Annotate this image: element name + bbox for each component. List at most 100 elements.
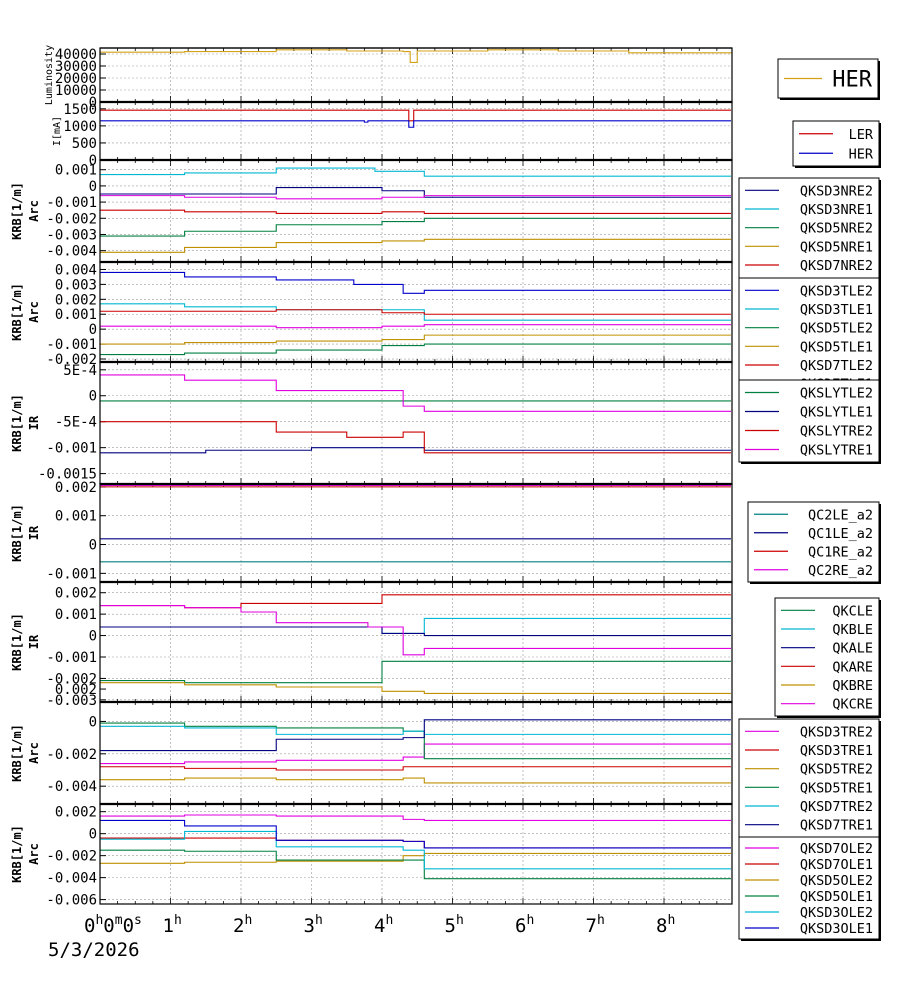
y-tick-label: -0.002 <box>46 747 97 763</box>
y-tick-label: -0.004 <box>46 871 97 887</box>
legend-entry: HER <box>849 146 874 162</box>
y-tick-label: -0.004 <box>46 779 97 795</box>
series-line-qkslytle1 <box>100 447 731 454</box>
y-tick-label: -0.003 <box>46 227 97 243</box>
series-line-qksd7tre1 <box>100 719 731 752</box>
y-tick-label: -0.002 <box>46 352 97 368</box>
panel-7: 0.002 0.001 0 -0.001 -0.002 -0.003 KRB[1/m] IR <box>10 580 733 709</box>
legend-8: QKSD3TRE2 QKSD3TRE1 QKSD5TRE2 QKSD5TRE1 QKSD… <box>738 718 881 839</box>
legend-entry: QKARE <box>832 659 873 675</box>
series-group <box>100 49 732 63</box>
legend-entry: QKSD7OLE1 <box>800 857 873 873</box>
legend-entry: QKSD3TLE1 <box>800 302 873 318</box>
series-line-qkcle <box>100 660 731 684</box>
legend-entry: QC1LE_a2 <box>808 526 873 542</box>
x-tick-label: 1h <box>163 913 182 937</box>
series-group <box>100 594 731 694</box>
y-axis-label: KRB[1/m] <box>10 504 24 562</box>
series-line-qksd5nre2 <box>100 217 731 237</box>
series-line-qksd3ole2 <box>100 830 731 870</box>
y-tick-label: 0.003 <box>55 277 97 293</box>
legend-box <box>792 120 880 167</box>
y-tick-label: 0.001 <box>55 607 97 623</box>
legend-entry: QKSD3TLE2 <box>800 283 873 299</box>
legend-box <box>774 597 880 717</box>
series-line-qksd7ole1 <box>100 837 731 849</box>
legend-2: LER HER <box>792 120 881 168</box>
y-tick-label: 30000 <box>55 59 97 75</box>
y-tick-label: 20000 <box>55 71 97 87</box>
y-tick-label: 10000 <box>55 83 97 99</box>
y-tick-label: 0.002 <box>55 586 97 602</box>
series-line-qksd7tle1 <box>100 324 731 329</box>
series-line-qksd7nre2 <box>100 209 731 214</box>
legend-entry: LER <box>849 127 874 143</box>
svg-text:4h: 4h <box>374 913 393 937</box>
svg-text:0h0m0s: 0h0m0s <box>84 913 142 937</box>
y-tick-label: -0.002 <box>46 671 97 687</box>
y-tick-label: 1500 <box>63 102 97 118</box>
legend-entry: QKSLYTLE1 <box>800 405 873 421</box>
panel-6: 0.002 0.001 0 -0.001 KRB[1/m] IR <box>10 480 733 583</box>
legend-entry: QKSD3OLE1 <box>800 921 873 937</box>
y-axis-sublabel: IR <box>27 634 41 649</box>
y-tick-label: -0.001 <box>46 650 97 666</box>
x-tick-label: 3h <box>304 913 323 937</box>
legend-1: HER <box>777 58 880 100</box>
series-line-qksd3tre1 <box>100 766 731 771</box>
svg-text:5h: 5h <box>445 913 464 937</box>
series-line-qkslytre2 <box>100 421 731 454</box>
legend-entry: QKSD5NRE2 <box>800 221 873 237</box>
series-line-qkslytre1 <box>100 374 731 412</box>
y-tick-label: -0.001 <box>46 195 97 211</box>
y-tick-label: -0.002 <box>46 211 97 227</box>
series-line-qksd3tle2 <box>100 271 731 294</box>
series-group <box>100 484 731 563</box>
legend-entry: QKSLYTRE1 <box>800 443 873 459</box>
y-tick-label: 0 <box>89 153 97 169</box>
y-tick-label: 0.002 <box>55 292 97 308</box>
series-line-qksd5tle2 <box>100 343 731 356</box>
series-group <box>100 719 731 784</box>
legend-entry: QC2RE_a2 <box>808 563 873 579</box>
series-line-her <box>100 120 731 128</box>
legend-entry: QKSD7TRE2 <box>800 799 873 815</box>
y-tick-label: 0 <box>89 389 97 405</box>
y-tick-label: 0 <box>89 629 97 645</box>
svg-text:7h: 7h <box>586 913 605 937</box>
legend-7: QKCLE QKBLE QKALE QKARE QKBRE QKCRE <box>774 597 881 718</box>
legend-entry: QKSD5OLE1 <box>800 889 873 905</box>
y-axis-sublabel: Arc <box>27 843 41 865</box>
legend-entry: QKSD5NRE1 <box>800 239 873 255</box>
series-group <box>100 109 731 128</box>
legend-entry: QKSD3NRE1 <box>800 202 873 218</box>
legend-entry: QKSD7OLE2 <box>800 841 873 857</box>
date-label: 5/3/2026 <box>48 939 140 961</box>
y-tick-label: 0.001 <box>55 509 97 525</box>
y-tick-label: 0.002 <box>55 682 97 698</box>
series-line-qkcre <box>100 605 731 656</box>
svg-text:8h: 8h <box>656 913 675 937</box>
legend-entry: QKBRE <box>832 678 873 694</box>
y-axis-sublabel: IR <box>27 525 41 540</box>
y-tick-label: 0.001 <box>55 163 97 179</box>
legend-entry: QC2LE_a2 <box>808 507 873 523</box>
y-tick-label: -0.002 <box>46 849 97 865</box>
legend-entry: QKSD3OLE2 <box>800 905 873 921</box>
series-line-qkare <box>100 594 731 609</box>
legend-box <box>738 177 880 297</box>
panel-5: 5E-4 0 -5E-4 -0.001 -0.0015 KRB[1/m] IR <box>10 360 733 485</box>
series-line-her <box>100 49 732 63</box>
y-tick-label: -0.001 <box>46 337 97 353</box>
series-group <box>100 374 731 454</box>
legend-entry: QKSD3TRE1 <box>800 743 873 759</box>
series-line-qkble <box>100 617 731 634</box>
x-tick-label: 8h <box>656 913 675 937</box>
panel-frame <box>99 701 733 805</box>
series-line-qksd3tle1 <box>100 303 731 321</box>
legend-entry: QKCLE <box>832 603 873 619</box>
y-tick-label: 40000 <box>55 47 97 63</box>
